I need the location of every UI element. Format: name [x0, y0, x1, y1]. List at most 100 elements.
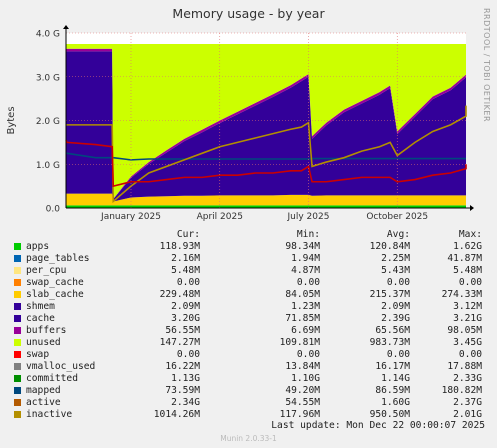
legend-avg: 1.60G — [381, 397, 410, 408]
x-tick-label: January 2025 — [100, 212, 161, 222]
legend-max: 2.01G — [453, 409, 482, 420]
legend-avg: 983.73M — [369, 337, 410, 348]
y-axis-label: Bytes — [6, 106, 17, 134]
header-avg: Avg: — [386, 229, 410, 240]
legend-avg: 120.84M — [369, 241, 410, 252]
legend-swatch — [14, 267, 21, 274]
legend-max: 17.88M — [447, 361, 482, 372]
legend-swatch — [14, 327, 21, 334]
legend-row-apps: apps 118.93M 98.34M 120.84M 1.62G — [14, 241, 484, 253]
legend-swatch — [14, 303, 21, 310]
legend-min: 117.96M — [279, 409, 320, 420]
legend-max: 274.33M — [441, 289, 482, 300]
legend-label: cache — [26, 313, 55, 324]
x-axis: January 2025 April 2025 July 2025 October 2… — [66, 205, 474, 222]
legend-row-vmalloc-used: vmalloc_used 16.22M 13.84M 16.17M 17.88M — [14, 361, 484, 373]
memory-chart: 0.0 1.0 G 2.0 G 3.0 G 4.0 G Bytes January 202… — [6, 25, 474, 222]
legend-swatch — [14, 351, 21, 358]
legend-label: apps — [26, 241, 50, 252]
legend-row-committed: committed 1.13G 1.10G 1.14G 2.33G — [14, 373, 484, 385]
legend-swatch — [14, 279, 21, 286]
legend-cur: 1.13G — [171, 373, 200, 384]
legend-min: 98.34M — [285, 241, 320, 252]
legend-row-inactive: inactive 1014.26M 117.96M 950.50M 2.01G — [14, 409, 484, 421]
legend-min: 49.20M — [285, 385, 320, 396]
x-tick-label: April 2025 — [197, 212, 243, 222]
legend-swatch — [14, 291, 21, 298]
legend-swatch — [14, 375, 21, 382]
y-tick-label: 2.0 G — [36, 117, 60, 127]
x-tick-label: October 2025 — [366, 212, 428, 222]
legend-row-cache: cache 3.20G 71.85M 2.39G 3.21G — [14, 313, 484, 325]
legend-swatch — [14, 363, 21, 370]
legend-label: buffers — [26, 325, 67, 336]
legend-min: 6.69M — [291, 325, 320, 336]
legend-avg: 215.37M — [369, 289, 410, 300]
legend-min: 13.84M — [285, 361, 320, 372]
legend-min: 0.00 — [296, 277, 320, 288]
rrdtool-credit: RRDTOOL / TOBI OETIKER — [482, 8, 491, 123]
legend-swatch — [14, 387, 21, 394]
munin-version: Munin 2.0.33-1 — [220, 434, 277, 443]
legend-label: active — [26, 397, 61, 408]
legend-cur: 5.48M — [171, 265, 200, 276]
legend-swatch — [14, 399, 21, 406]
legend-cur: 229.48M — [159, 289, 200, 300]
legend-swatch — [14, 411, 21, 418]
x-tick-label: July 2025 — [287, 212, 330, 222]
legend-min: 71.85M — [285, 313, 320, 324]
legend-cur: 1014.26M — [153, 409, 200, 420]
y-axis-arrow — [63, 25, 69, 29]
y-tick-label: 3.0 G — [36, 73, 60, 83]
header-max: Max: — [458, 229, 482, 240]
legend-cur: 0.00 — [176, 349, 200, 360]
legend-label: shmem — [26, 301, 55, 312]
area-slab — [66, 193, 466, 206]
legend-cur: 118.93M — [159, 241, 200, 252]
legend-row-buffers: buffers 56.55M 6.69M 65.56M 98.05M — [14, 325, 484, 337]
legend-min: 109.81M — [279, 337, 320, 348]
legend-min: 54.55M — [285, 397, 320, 408]
legend-cur: 2.34G — [171, 397, 200, 408]
legend-max: 0.00 — [458, 277, 482, 288]
legend-max: 3.21G — [453, 313, 482, 324]
legend-label: vmalloc_used — [26, 361, 96, 372]
line-committed — [66, 152, 466, 161]
header-cur: Cur: — [176, 229, 200, 240]
legend-cur: 0.00 — [176, 277, 200, 288]
legend-avg: 2.09M — [381, 301, 410, 312]
legend-avg: 5.43M — [381, 265, 410, 276]
legend-label: unused — [26, 337, 61, 348]
legend-avg: 0.00 — [386, 349, 410, 360]
legend-max: 1.62G — [453, 241, 482, 252]
legend-cur: 147.27M — [159, 337, 200, 348]
area-unused — [66, 43, 466, 199]
legend-cur: 3.20G — [171, 313, 200, 324]
legend-avg: 950.50M — [369, 409, 410, 420]
legend-min: 1.10G — [291, 373, 320, 384]
legend-min: 1.94M — [291, 253, 320, 264]
legend-cur: 73.59M — [165, 385, 200, 396]
legend-row-swap: swap 0.00 0.00 0.00 0.00 — [14, 349, 484, 361]
legend-label: slab_cache — [26, 289, 84, 300]
legend-max: 2.33G — [453, 373, 482, 384]
legend-max: 2.37G — [453, 397, 482, 408]
legend-min: 4.87M — [291, 265, 320, 276]
header-min: Min: — [296, 229, 320, 240]
legend-row-per-cpu: per_cpu 5.48M 4.87M 5.43M 5.48M — [14, 265, 484, 277]
legend-avg: 1.14G — [381, 373, 410, 384]
legend-label: swap_cache — [26, 277, 84, 288]
chart-title: Memory usage - by year — [172, 6, 325, 21]
legend-min: 1.23M — [291, 301, 320, 312]
legend-label: committed — [26, 373, 78, 384]
legend-cur: 56.55M — [165, 325, 200, 336]
legend-max: 3.12M — [453, 301, 482, 312]
legend-max: 41.87M — [447, 253, 482, 264]
legend-label: swap — [26, 349, 50, 360]
legend-row-active: active 2.34G 54.55M 1.60G 2.37G — [14, 397, 484, 409]
legend-row-swap-cache: swap_cache 0.00 0.00 0.00 0.00 — [14, 277, 484, 289]
legend-label: mapped — [26, 385, 61, 396]
y-tick-label: 1.0 G — [36, 161, 60, 171]
line-active — [66, 105, 467, 204]
x-axis-arrow — [470, 205, 474, 211]
